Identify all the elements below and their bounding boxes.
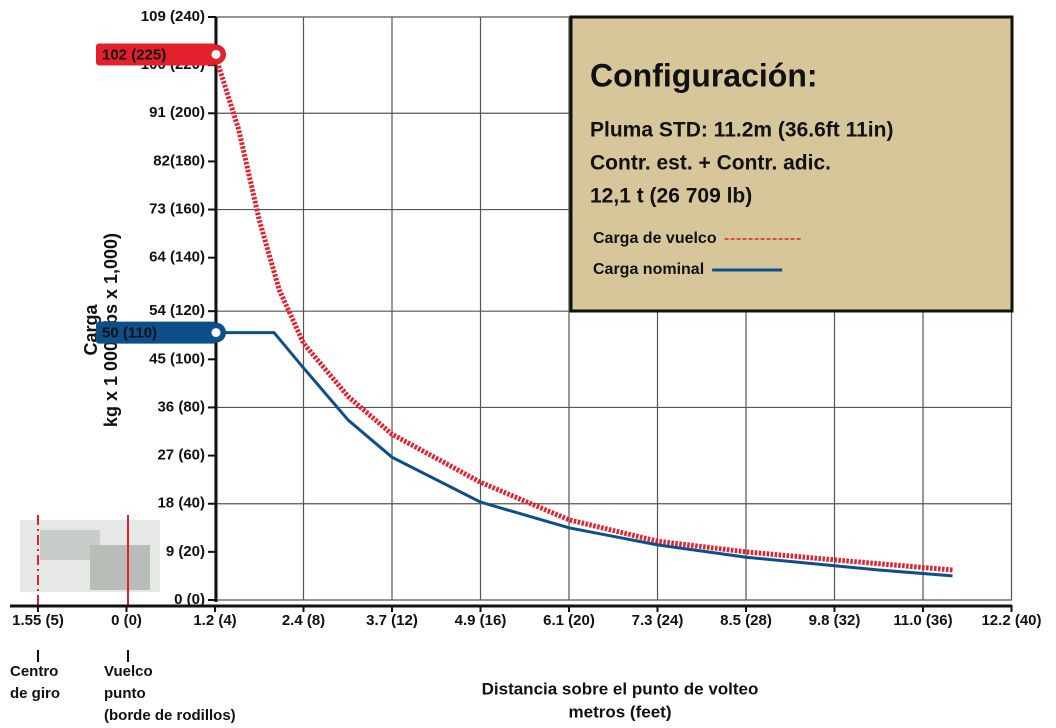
annotation-label: 102 (225): [102, 46, 166, 63]
config-title: Configuración:: [590, 57, 818, 93]
chart: Configuración: Pluma STD: 11.2m (36.6ft …: [0, 0, 1056, 728]
legend-label: Carga nominal: [593, 261, 704, 278]
x-tick-label: 7.3 (24): [632, 612, 684, 629]
y-tick-label: 27 (60): [157, 447, 205, 464]
footnote: (borde de rodillos): [104, 707, 236, 724]
x-tick-label: 1.55 (5): [12, 612, 64, 629]
y-tick-label: 109 (240): [141, 8, 205, 25]
x-tick-label: 2.4 (8): [282, 612, 325, 629]
y-tick-label: 64 (140): [149, 249, 205, 266]
y-tick-label: 9 (20): [166, 543, 205, 560]
x-tick-label: 3.7 (12): [366, 612, 418, 629]
config-line: Pluma STD: 11.2m (36.6ft 11in): [590, 119, 893, 142]
x-tick-label: 11.0 (36): [893, 612, 952, 629]
footnote: punto: [104, 685, 146, 702]
y-tick-label: 45 (100): [149, 350, 205, 367]
y-tick-label: 54 (120): [149, 302, 205, 319]
y-tick-label: 36 (80): [157, 398, 205, 415]
footnote: Centro: [10, 663, 58, 680]
x-tick-label: 1.2 (4): [193, 612, 236, 629]
x-tick-label: 4.9 (16): [455, 612, 507, 629]
annotation-label: 50 (110): [102, 325, 157, 342]
y-tick-label: 18 (40): [157, 495, 205, 512]
config-line: Contr. est. + Contr. adic.: [590, 152, 831, 175]
x-tick-label: 9.8 (32): [809, 612, 861, 629]
x-tick-label: 6.1 (20): [543, 612, 595, 629]
y-tick-label: 73 (160): [149, 201, 205, 218]
x-tick-label: 8.5 (28): [720, 612, 772, 629]
annotation-dot-inner: [212, 328, 221, 337]
x-axis-title: metros (feet): [569, 702, 672, 721]
y-tick-label: 91 (200): [149, 104, 205, 121]
config-line: 12,1 t (26 709 lb): [590, 185, 752, 208]
machine-image: [20, 515, 160, 605]
y-tick-label: 82(180): [153, 152, 205, 169]
x-tick-label: 0 (0): [111, 612, 142, 629]
legend-label: Carga de vuelco: [593, 230, 717, 247]
x-tick-label: 12.2 (40): [981, 612, 1041, 629]
annotation-dot-inner: [212, 50, 221, 59]
footnote: Vuelco: [104, 663, 153, 680]
footnote: de giro: [10, 685, 60, 702]
x-axis-title: Distancia sobre el punto de volteo: [482, 679, 759, 698]
